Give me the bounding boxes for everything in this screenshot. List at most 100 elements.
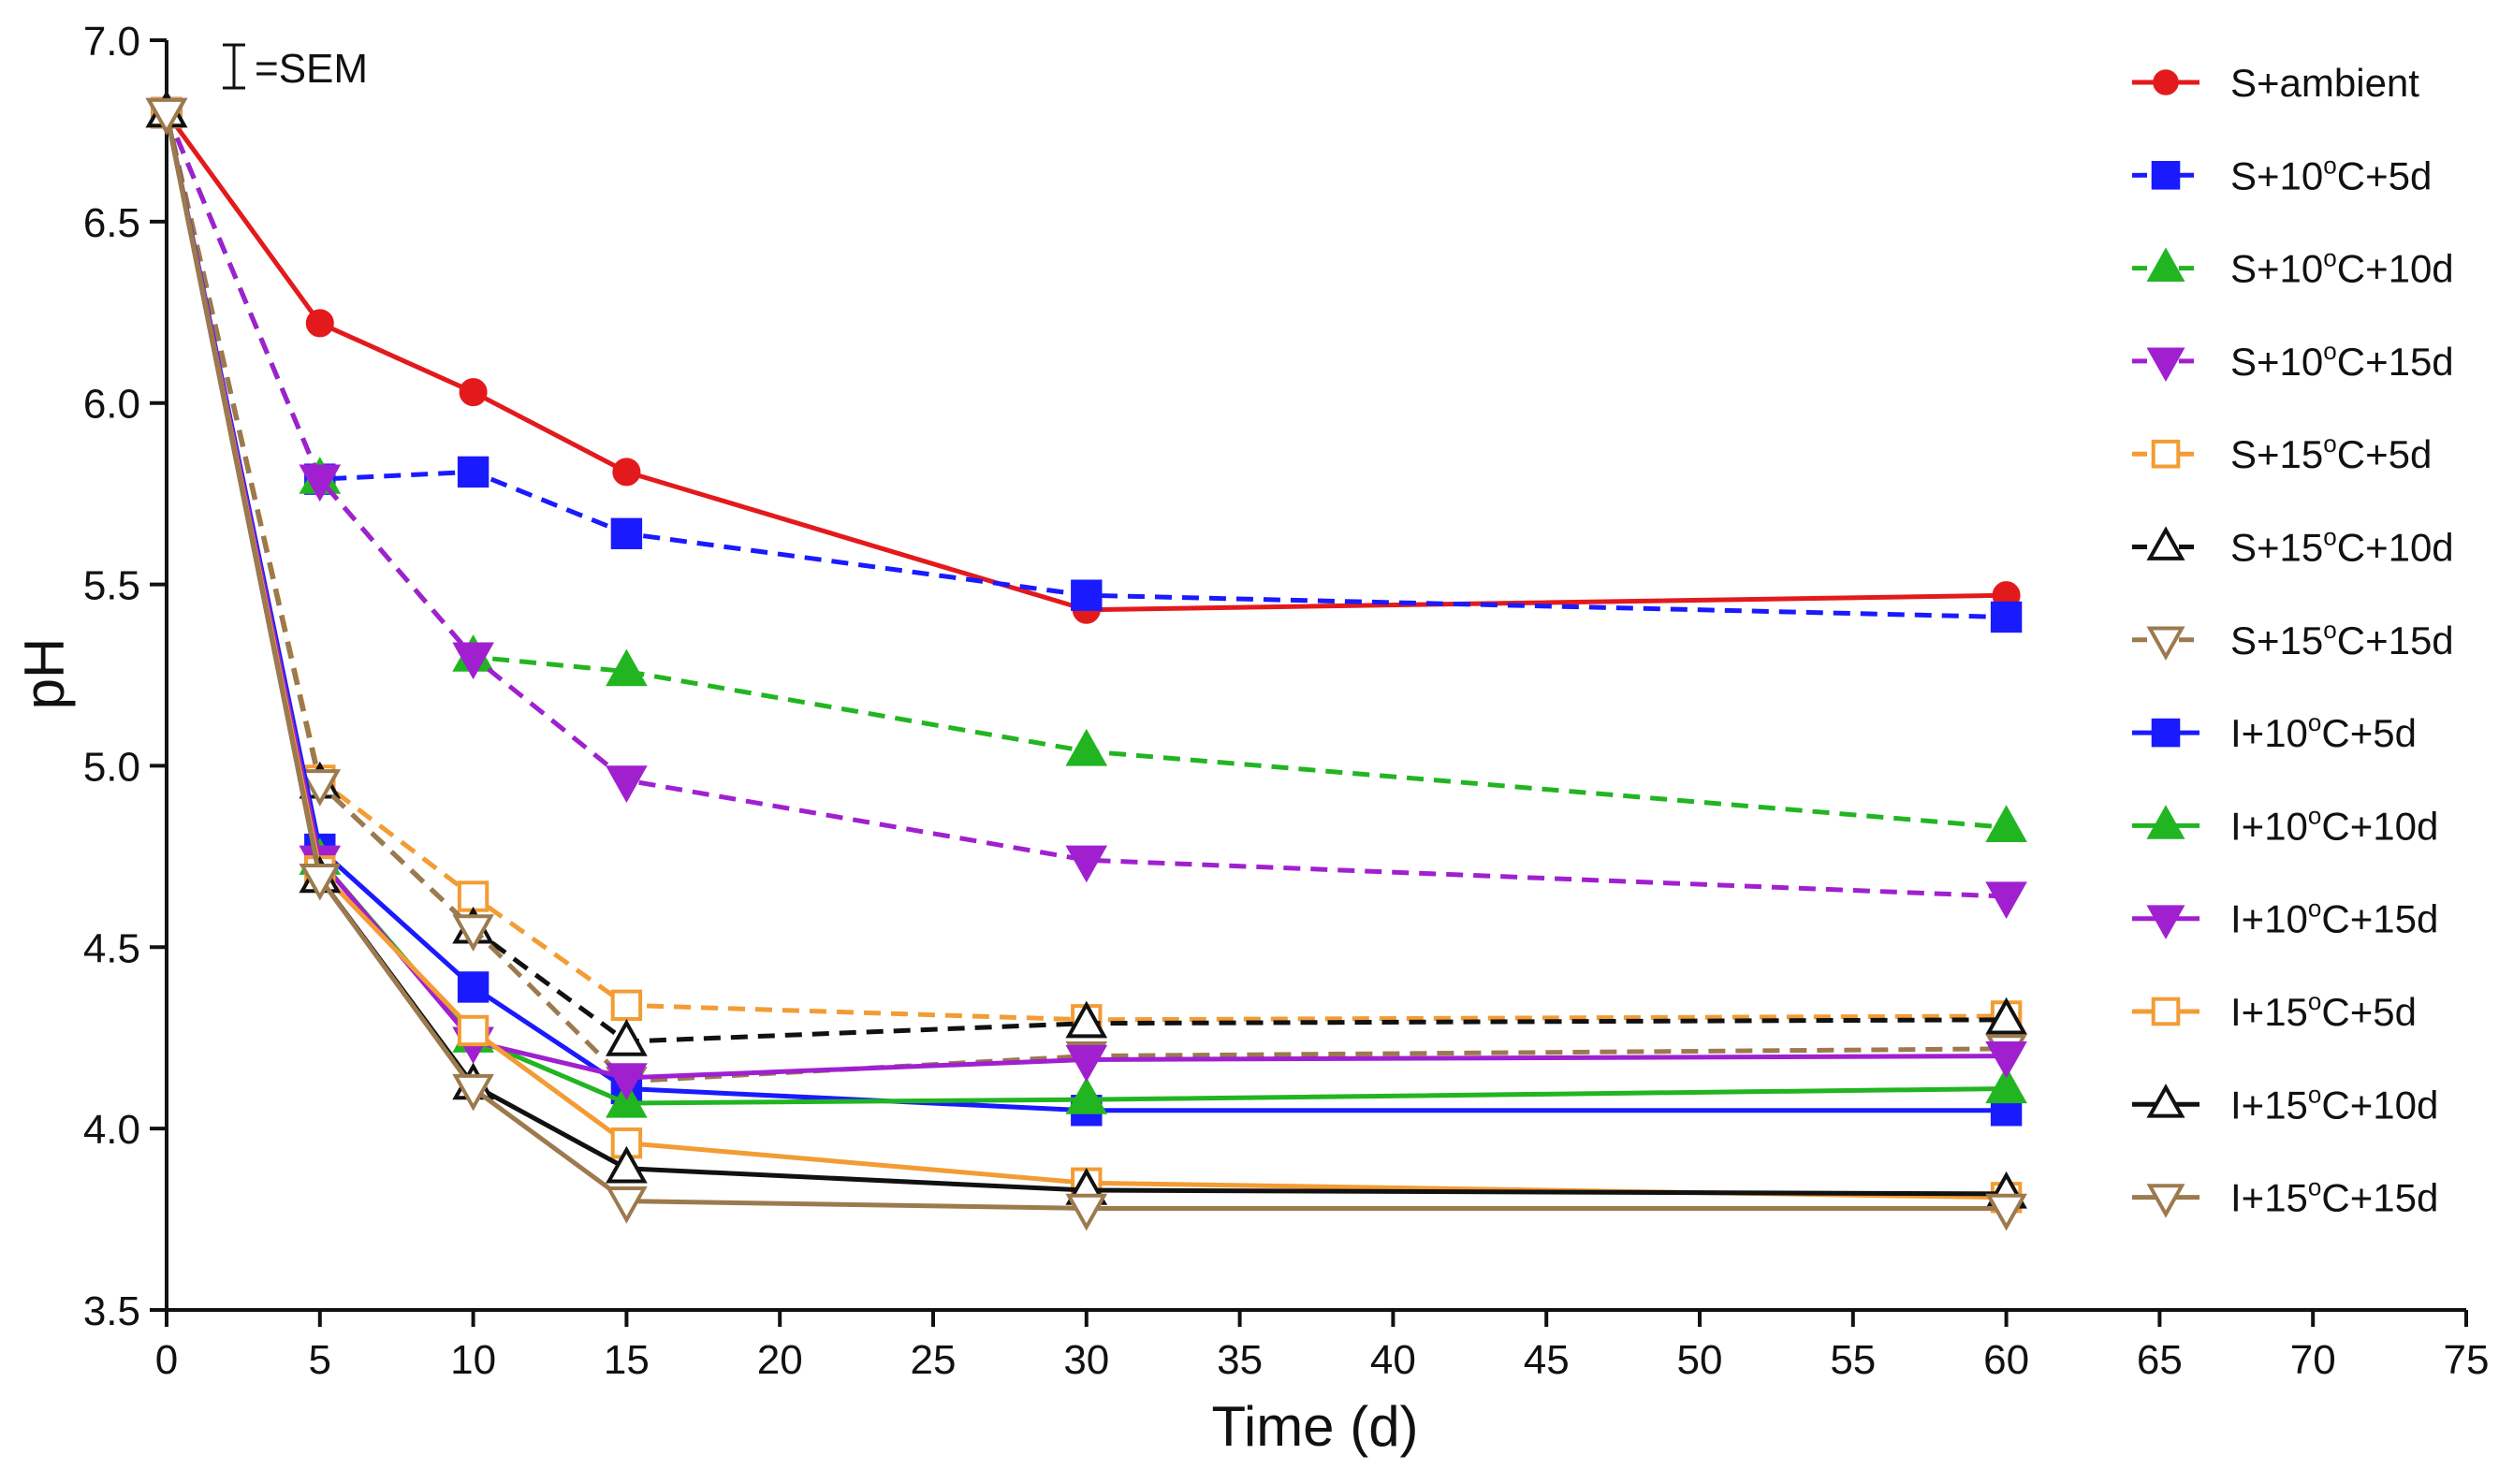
data-point [610,517,643,549]
legend-marker [2151,997,2181,1026]
x-tick-label: 30 [1063,1337,1109,1383]
data-point [305,309,334,338]
series-3 [145,90,2027,842]
legend-label-degree: o [2323,337,2336,365]
legend-label-degree: o [2308,987,2321,1015]
legend-label: I+15oC+15d [2230,1173,2438,1220]
data-point [457,880,490,912]
data-point [1990,601,2023,633]
data-point [1065,1193,1108,1231]
data-point [1985,1040,2027,1079]
legend-label-end: C+15d [2337,618,2454,662]
series-1 [152,98,2021,624]
data-point [299,464,342,502]
legend: S+ambientS+10oC+5dS+10oC+10dS+10oC+15dS+… [2132,61,2454,1220]
x-tick-label: 5 [309,1337,331,1383]
x-axis-title: Time (d) [1211,1395,1418,1458]
legend-item: I+15oC+5d [2132,987,2417,1034]
y-tick-label: 5.0 [83,744,140,790]
legend-item: I+15oC+15d [2132,1173,2438,1220]
legend-label-end: C+5d [2321,990,2417,1034]
legend-label-degree: o [2323,429,2336,458]
y-tick-label: 4.5 [83,925,140,971]
legend-label: S+15oC+5d [2230,429,2432,476]
legend-label-degree: o [2308,895,2321,923]
legend-label-main: S+10 [2230,340,2323,384]
x-tick-label: 45 [1524,1337,1570,1383]
series-line [164,111,2007,1084]
legend-label-degree: o [2308,708,2321,736]
legend-marker [2146,526,2185,560]
series-line [164,111,2007,899]
legend-label-end: C+15d [2321,1176,2438,1220]
legend-label-degree: o [2308,801,2321,829]
data-point [606,648,648,687]
legend-label: I+10oC+15d [2230,895,2438,941]
data-point [606,1186,648,1224]
legend-label-main: I+15 [2230,990,2308,1034]
legend-label-main: I+10 [2230,711,2308,755]
data-point [606,765,648,803]
data-point [457,456,490,488]
data-point [452,914,494,952]
series-line [164,111,2007,830]
x-tick-label: 70 [2290,1337,2336,1383]
data-point [299,863,342,901]
legend-item: S+15oC+10d [2132,523,2454,570]
legend-label-main: I+15 [2230,1083,2308,1127]
legend-item: I+10oC+15d [2132,895,2438,941]
legend-label-degree: o [2323,616,2336,644]
legend-item: S+10oC+15d [2132,337,2454,384]
series-layer [145,90,2027,1231]
legend-item: S+15oC+5d [2132,429,2432,476]
x-tick-label: 20 [757,1337,803,1383]
data-point [1985,997,2027,1035]
x-tick-label: 10 [450,1337,496,1383]
legend-label-end: C+5d [2337,432,2433,476]
series-2 [151,96,2023,633]
x-tick-label: 60 [1983,1337,2029,1383]
data-point [1985,1066,2027,1104]
legend-label: S+15oC+15d [2230,616,2454,662]
data-point [452,642,494,680]
data-point [1065,1044,1108,1083]
x-tick-label: 75 [2444,1337,2490,1383]
legend-label: S+10oC+10d [2230,244,2454,291]
legend-label-degree: o [2323,151,2336,179]
data-point [1985,881,2027,920]
x-tick-label: 50 [1677,1337,1723,1383]
legend-label: S+15oC+10d [2230,523,2454,570]
legend-label-main: S+15 [2230,432,2323,476]
legend-label-main: S+10 [2230,153,2323,197]
y-tick-label: 6.5 [83,200,140,246]
y-tick-label: 4.0 [83,1107,140,1153]
data-point [1065,728,1108,766]
x-tick-label: 25 [911,1337,957,1383]
data-point [145,97,188,136]
data-point [610,989,643,1022]
data-point [1985,805,2027,842]
legend-item: I+15oC+10d [2132,1080,2438,1127]
data-point [457,971,490,1003]
legend-item: S+10oC+10d [2132,244,2454,291]
legend-label: S+10oC+5d [2230,151,2432,197]
data-point [1065,1000,1108,1039]
legend-label-end: C+10d [2337,247,2454,291]
legend-marker [2146,347,2185,383]
x-tick-label: 40 [1370,1337,1416,1383]
y-tick-label: 5.5 [83,563,140,609]
legend-label-main: S+15 [2230,618,2323,662]
series-4 [145,97,2027,920]
series-line [164,111,2007,1044]
data-point [452,1073,494,1112]
legend-marker [2146,1184,2185,1218]
legend-marker [2151,161,2181,190]
legend-label-end: C+10d [2321,804,2438,848]
data-point [606,1145,648,1184]
data-point [1065,1077,1108,1114]
legend-label: I+10oC+5d [2230,708,2417,755]
x-tick-label: 35 [1217,1337,1263,1383]
axes-layer: 0 5 10 15 20 25 30 35 40 45 50 55 60 65 70 75 3.5 4.0 4.5 5… [83,19,2490,1383]
legend-label-degree: o [2323,244,2336,272]
